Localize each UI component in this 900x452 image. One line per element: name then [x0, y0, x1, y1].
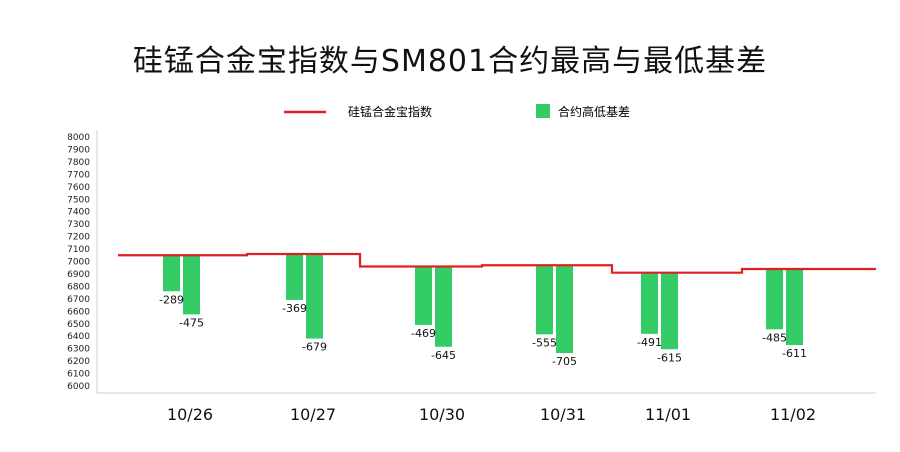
low-basis-bar — [435, 266, 452, 347]
x-category-label: 11/01 — [645, 405, 691, 424]
y-tick-label: 7800 — [67, 158, 90, 168]
low-basis-label: -645 — [431, 349, 456, 362]
y-tick-label: 6000 — [67, 382, 90, 392]
low-basis-bar — [183, 255, 200, 315]
low-basis-label: -705 — [552, 355, 577, 368]
low-basis-label: -475 — [179, 316, 204, 329]
high-basis-bar — [415, 266, 432, 325]
y-tick-label: 7200 — [67, 233, 90, 243]
high-basis-bar — [536, 265, 553, 335]
low-basis-bar — [661, 272, 678, 350]
y-tick-label: 6100 — [67, 370, 90, 380]
legend-basis-label: 合约高低基差 — [558, 104, 630, 119]
x-category-label: 10/31 — [540, 405, 586, 424]
chart-title: 硅锰合金宝指数与SM801合约最高与最低基差 — [132, 44, 768, 79]
y-tick-label: 7400 — [67, 208, 90, 218]
x-category-label: 10/30 — [419, 405, 465, 424]
low-basis-bar — [306, 254, 323, 339]
index-line — [118, 252, 876, 274]
y-tick-label: 7700 — [67, 170, 90, 180]
high-basis-bar — [163, 255, 180, 292]
low-basis-bar — [556, 265, 573, 354]
y-tick-label: 6800 — [67, 282, 90, 292]
legend-index-label: 硅锰合金宝指数 — [348, 104, 432, 119]
high-basis-label: -369 — [282, 302, 307, 315]
high-basis-bar — [766, 268, 783, 330]
y-tick-label: 7000 — [67, 258, 90, 268]
y-tick-label: 6400 — [67, 332, 90, 342]
low-basis-label: -611 — [782, 347, 807, 360]
y-tick-label: 7600 — [67, 183, 90, 193]
y-tick-label: 6200 — [67, 357, 90, 367]
low-basis-label: -679 — [302, 341, 327, 354]
high-basis-label: -491 — [637, 336, 662, 349]
y-tick-label: 7300 — [67, 220, 90, 230]
y-tick-label: 7500 — [67, 195, 90, 205]
legend-basis-swatch — [536, 104, 550, 118]
low-basis-label: -615 — [657, 351, 682, 364]
y-tick-label: 7900 — [67, 145, 90, 155]
x-category-label: 10/27 — [290, 405, 336, 424]
y-tick-label: 7100 — [67, 245, 90, 255]
high-basis-label: -289 — [159, 293, 184, 306]
data-labels: -289 -475 -369 -679 -469 -645 -555 -705 -491 -615… — [159, 293, 807, 368]
high-basis-label: -555 — [532, 336, 557, 349]
high-basis-bar — [641, 272, 658, 334]
y-tick-label: 6900 — [67, 270, 90, 280]
legend: 硅锰合金宝指数 合约高低基差 — [284, 104, 630, 119]
y-tick-label: 6300 — [67, 345, 90, 355]
x-category-label: 10/26 — [167, 405, 213, 424]
high-basis-label: -469 — [411, 327, 436, 340]
high-basis-bar — [286, 254, 303, 300]
y-tick-label: 8000 — [67, 133, 90, 143]
index-step-line — [118, 252, 876, 274]
bars — [163, 254, 803, 354]
y-tick-label: 6600 — [67, 307, 90, 317]
low-basis-bar — [786, 268, 803, 346]
x-category-label: 11/02 — [770, 405, 816, 424]
y-tick-label: 6700 — [67, 295, 90, 305]
high-basis-label: -485 — [762, 331, 787, 344]
axes: 8000 7900 7800 7700 7600 7500 7400 7300 7200 7100… — [67, 130, 876, 424]
y-tick-label: 6500 — [67, 320, 90, 330]
